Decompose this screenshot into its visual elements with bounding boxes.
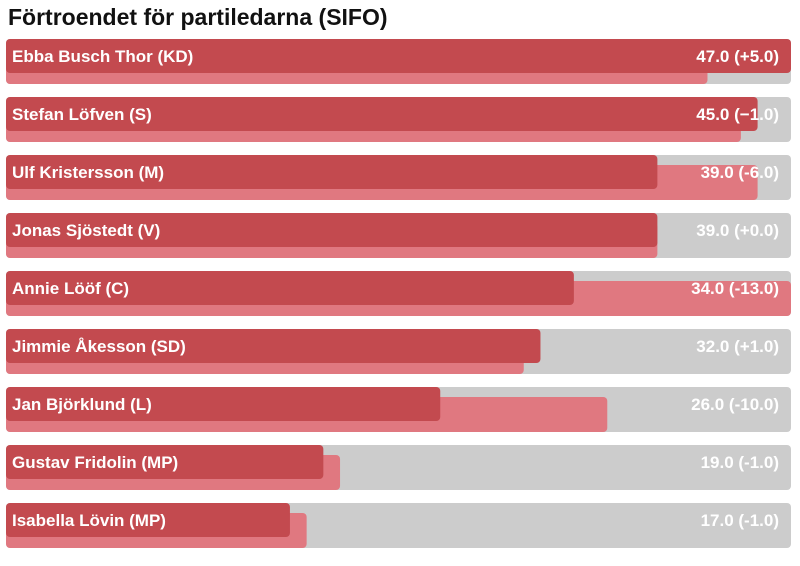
bar-current (6, 39, 791, 73)
value-label: 26.0 (-10.0) (691, 395, 779, 414)
category-label: Stefan Löfven (S) (12, 105, 152, 124)
category-label: Jonas Sjöstedt (V) (12, 221, 160, 240)
bar-current (6, 97, 758, 131)
value-label: 45.0 (−1.0) (696, 105, 779, 124)
bar-current (6, 155, 658, 189)
category-label: Isabella Lövin (MP) (12, 511, 166, 530)
bar-current (6, 329, 541, 363)
bar-current (6, 213, 658, 247)
value-label: 32.0 (+1.0) (696, 337, 779, 356)
value-label: 17.0 (-1.0) (701, 511, 779, 530)
bar-current (6, 387, 441, 421)
bar-current (6, 503, 290, 537)
category-label: Ulf Kristersson (M) (12, 163, 164, 182)
bar-current (6, 271, 574, 305)
category-label: Ebba Busch Thor (KD) (12, 47, 193, 66)
value-label: 39.0 (+0.0) (696, 221, 779, 240)
bar-current (6, 445, 324, 479)
category-label: Gustav Fridolin (MP) (12, 453, 178, 472)
chart-title: Förtroendet för partiledarna (SIFO) (8, 4, 388, 30)
value-label: 34.0 (-13.0) (691, 279, 779, 298)
category-label: Jimmie Åkesson (SD) (12, 337, 186, 356)
category-label: Jan Björklund (L) (12, 395, 152, 414)
value-label: 47.0 (+5.0) (696, 47, 779, 66)
value-label: 39.0 (-6.0) (701, 163, 779, 182)
category-label: Annie Lööf (C) (12, 279, 129, 298)
value-label: 19.0 (-1.0) (701, 453, 779, 472)
